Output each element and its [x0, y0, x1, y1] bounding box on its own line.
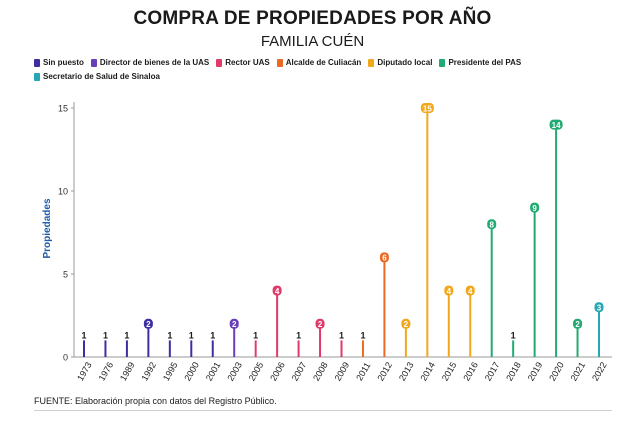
x-tick-label-2001: 2001: [204, 360, 223, 382]
x-tick-label-2017: 2017: [483, 360, 502, 382]
y-tick-label: 15: [58, 104, 68, 114]
chart-subtitle: FAMILIA CUÉN: [260, 33, 365, 50]
legend-item-sin_puesto: Sin puesto: [34, 57, 84, 69]
data-label-1995: 1: [167, 330, 172, 340]
data-badge-2006: [272, 285, 282, 296]
x-tick-label-2003: 2003: [225, 360, 244, 382]
legend-swatch-diputado: [368, 59, 375, 67]
x-tick-label-2021: 2021: [569, 360, 588, 382]
y-tick-label: 0: [63, 353, 68, 363]
chart-title: COMPRA DE PROPIEDADES POR AÑO: [133, 8, 492, 29]
x-tick-label-1989: 1989: [118, 360, 137, 382]
x-tick-label-1995: 1995: [161, 360, 180, 382]
data-label-1976: 1: [103, 330, 108, 340]
legend-label-diputado: Diputado local: [377, 58, 433, 67]
legend-label-presidente: Presidente del PAS: [448, 58, 522, 67]
x-tick-label-2007: 2007: [290, 360, 309, 382]
data-label-2005: 1: [253, 330, 258, 340]
data-badge-2014: [420, 103, 434, 113]
x-tick-label-2015: 2015: [440, 360, 459, 382]
data-label-2013: 2: [404, 320, 409, 329]
x-tick-label-2019: 2019: [526, 360, 545, 382]
data-label-2009: 1: [339, 330, 344, 340]
x-tick-label-2008: 2008: [311, 360, 330, 382]
data-badge-2020: [549, 119, 563, 130]
x-tick-label-1992: 1992: [139, 360, 158, 382]
data-label-1989: 1: [124, 330, 129, 340]
x-tick-label-2000: 2000: [182, 360, 201, 382]
legend-item-secretario: Secretario de Salud de Sinaloa: [34, 71, 160, 83]
x-tick-label-2022: 2022: [590, 360, 609, 382]
data-badge-2016: [465, 285, 475, 296]
data-label-2020: 14: [552, 121, 561, 130]
data-label-2012: 6: [382, 254, 387, 263]
legend-label-alcalde: Alcalde de Culiacán: [285, 58, 362, 67]
x-tick-label-2006: 2006: [268, 360, 287, 382]
x-tick-label-2009: 2009: [333, 360, 352, 382]
x-tick-label-2014: 2014: [418, 360, 437, 382]
data-badge-2022: [594, 302, 604, 313]
data-label-2011: 1: [360, 330, 365, 340]
data-label-2000: 1: [189, 330, 194, 340]
data-label-2018: 1: [511, 330, 516, 340]
x-tick-label-1973: 1973: [75, 360, 94, 382]
data-badge-2012: [379, 252, 389, 263]
x-tick-label-2011: 2011: [354, 361, 372, 383]
legend-item-alcalde: Alcalde de Culiacán: [276, 57, 362, 69]
data-label-1992: 2: [146, 320, 151, 329]
data-label-2021: 2: [575, 320, 580, 329]
legend-swatch-alcalde: [276, 59, 283, 67]
legend-label-director: Director de bienes de la UAS: [99, 58, 210, 67]
legend-item-director: Director de bienes de la UAS: [90, 57, 210, 69]
data-label-2007: 1: [296, 330, 301, 340]
y-tick-label: 5: [63, 270, 68, 280]
x-tick-label-2012: 2012: [375, 360, 394, 382]
data-badge-2015: [444, 285, 454, 296]
data-badge-2013: [401, 318, 411, 329]
x-tick-label-2013: 2013: [397, 360, 416, 382]
legend-item-presidente: Presidente del PAS: [439, 57, 521, 69]
x-tick-label-2005: 2005: [247, 360, 266, 382]
data-label-2014: 15: [423, 104, 432, 113]
source-note: FUENTE: Elaboración propia con datos del…: [34, 396, 277, 406]
data-label-2015: 4: [447, 287, 452, 296]
legend-item-rector: Rector UAS: [216, 57, 270, 69]
data-badge-2017: [487, 219, 497, 230]
data-badge-2019: [530, 202, 540, 213]
x-tick-label-2020: 2020: [547, 360, 566, 382]
legend-swatch-director: [90, 59, 97, 67]
data-label-2006: 4: [275, 287, 280, 296]
x-tick-label-1976: 1976: [97, 360, 116, 382]
data-badge-2003: [229, 318, 239, 329]
chart-legend: Sin puesto Director de bienes de la UAS Re…: [34, 57, 614, 85]
legend-item-diputado: Diputado local: [368, 57, 432, 69]
data-label-1973: 1: [81, 330, 86, 340]
legend-label-secretario: Secretario de Salud de Sinaloa: [43, 72, 160, 81]
legend-swatch-secretario: [34, 73, 40, 81]
legend-label-rector: Rector UAS: [225, 58, 270, 67]
legend-label-sin_puesto: Sin puesto: [43, 58, 84, 67]
legend-swatch-sin_puesto: [34, 59, 40, 67]
data-label-2016: 4: [468, 287, 473, 296]
data-label-2019: 9: [532, 204, 537, 213]
data-label-2022: 3: [597, 304, 602, 313]
y-tick-label: 10: [58, 187, 68, 197]
data-badge-1992: [143, 318, 153, 329]
y-axis-title: Propiedades: [42, 198, 53, 258]
legend-swatch-rector: [216, 59, 223, 67]
data-label-2003: 2: [232, 320, 237, 329]
legend-swatch-presidente: [439, 59, 446, 67]
data-label-2008: 2: [318, 320, 323, 329]
data-badge-2008: [315, 318, 325, 329]
data-badge-2021: [573, 318, 583, 329]
x-tick-label-2016: 2016: [461, 360, 480, 382]
data-label-2017: 8: [489, 221, 494, 230]
data-label-2001: 1: [210, 330, 215, 340]
x-tick-label-2018: 2018: [504, 360, 523, 382]
footer-divider: [34, 410, 612, 411]
